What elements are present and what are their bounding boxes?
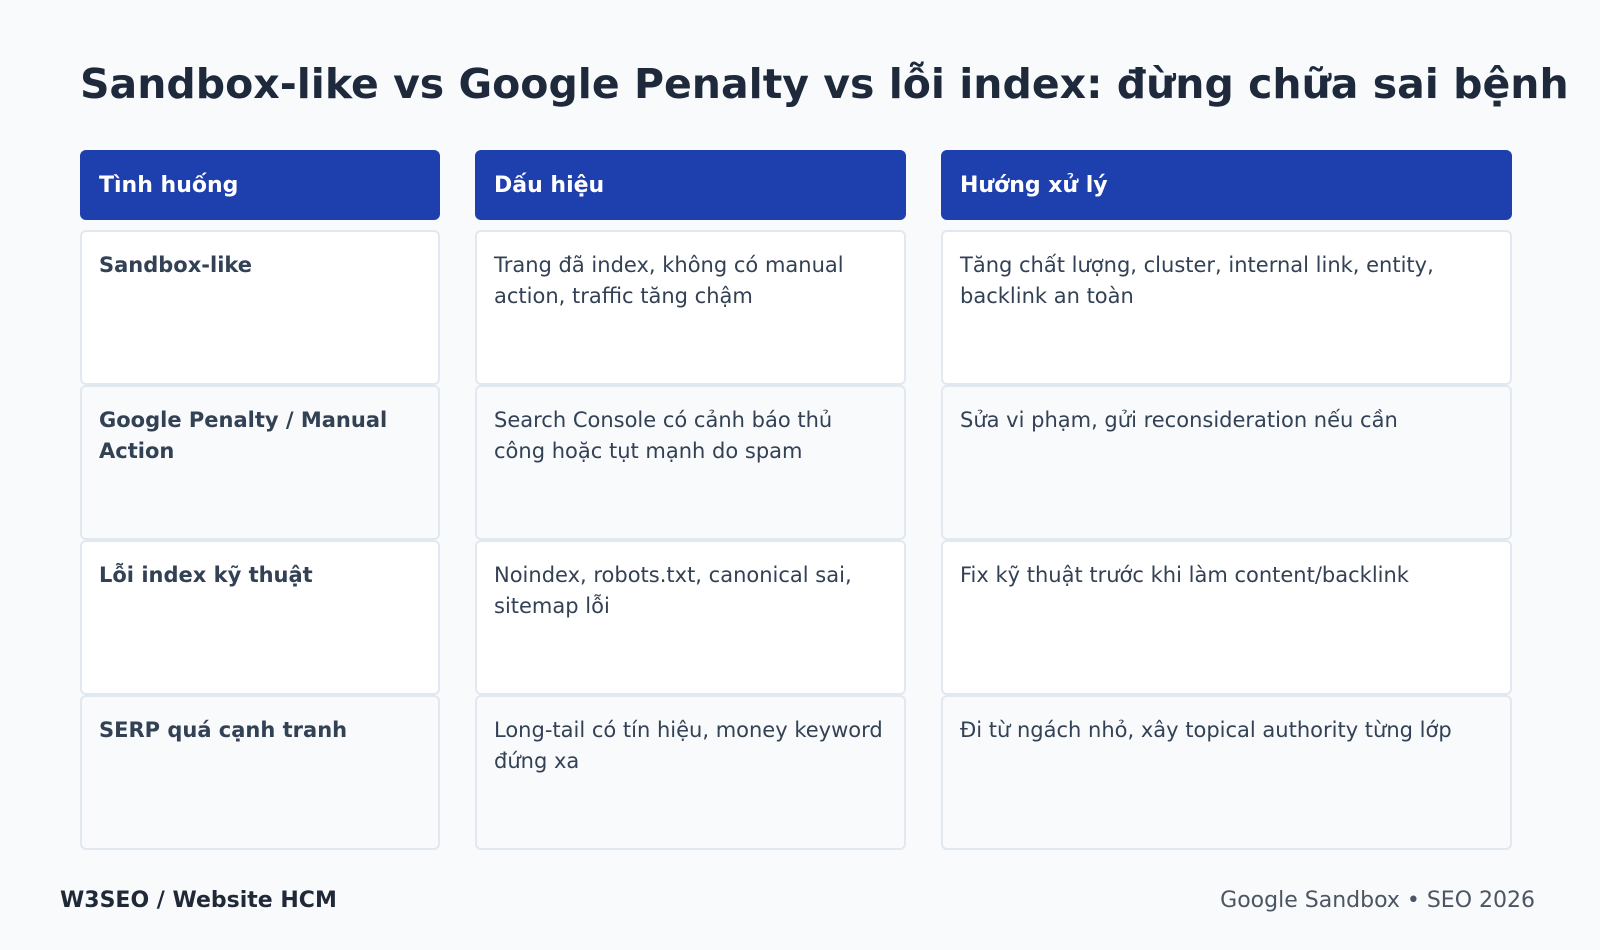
- signs-cell: Long-tail có tín hiệu, money keyword đứn…: [475, 695, 906, 850]
- table-row: SERP quá cạnh tranh Long-tail có tín hiệ…: [80, 695, 1522, 850]
- situation-cell: SERP quá cạnh tranh: [80, 695, 440, 850]
- situation-cell: Sandbox-like: [80, 230, 440, 385]
- table-row: Lỗi index kỹ thuật Noindex, robots.txt, …: [80, 540, 1522, 695]
- table-row: Sandbox-like Trang đã index, không có ma…: [80, 230, 1522, 385]
- comparison-table: Tình huống Dấu hiệu Hướng xử lý Sandbox-…: [80, 150, 1522, 850]
- situation-cell: Google Penalty / Manual Action: [80, 385, 440, 540]
- page-title: Sandbox-like vs Google Penalty vs lỗi in…: [80, 60, 1569, 108]
- table-header-row: Tình huống Dấu hiệu Hướng xử lý: [80, 150, 1522, 220]
- action-cell: Tăng chất lượng, cluster, internal link,…: [941, 230, 1512, 385]
- table-row: Google Penalty / Manual Action Search Co…: [80, 385, 1522, 540]
- footer-brand: W3SEO / Website HCM: [60, 888, 337, 913]
- signs-cell: Trang đã index, không có manual action, …: [475, 230, 906, 385]
- signs-cell: Noindex, robots.txt, canonical sai, site…: [475, 540, 906, 695]
- situation-cell: Lỗi index kỹ thuật: [80, 540, 440, 695]
- header-situation: Tình huống: [80, 150, 440, 220]
- action-cell: Fix kỹ thuật trước khi làm content/backl…: [941, 540, 1512, 695]
- action-cell: Sửa vi phạm, gửi reconsideration nếu cần: [941, 385, 1512, 540]
- action-cell: Đi từ ngách nhỏ, xây topical authority t…: [941, 695, 1512, 850]
- header-signs: Dấu hiệu: [475, 150, 906, 220]
- signs-cell: Search Console có cảnh báo thủ công hoặc…: [475, 385, 906, 540]
- footer-topic: Google Sandbox • SEO 2026: [1220, 888, 1535, 913]
- header-action: Hướng xử lý: [941, 150, 1512, 220]
